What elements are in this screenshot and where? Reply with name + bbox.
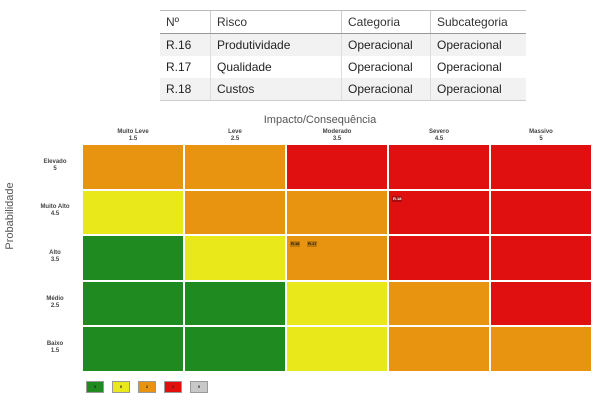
cell-subcategory: Operacional [430,78,526,101]
legend-item: 0 [86,381,104,393]
column-label: Severo [428,129,449,135]
row-header: Médio 2.5 [30,296,80,310]
matrix-cell [82,144,184,190]
row-header: Elevado 5 [30,159,80,173]
cell-subcategory: Operacional [430,33,526,56]
cell-risk: Produtividade [210,33,342,56]
column-value: 1.5 [128,136,138,142]
legend-item: 0 [112,381,130,393]
column-header: Massivo 5 [490,129,592,143]
matrix-cell [286,235,388,281]
table-row: R.18 Custos Operacional Operacional [160,78,526,101]
row-header: Baixo 1.5 [30,341,80,355]
column-label: Moderado [322,129,352,135]
matrix-cell [82,189,184,236]
table-header-row: Nº Risco Categoria Subcategoria [160,10,526,34]
matrix-cell [82,235,184,281]
column-value: 4.5 [434,136,444,142]
cell-category: Operacional [341,78,431,101]
matrix-cell [388,235,490,281]
matrix-cell [184,326,286,372]
column-header: Leve 2.5 [184,129,286,143]
y-axis-title: Probabilidade [4,182,16,250]
column-value: 3.5 [332,136,342,142]
cell-number: R.18 [160,78,211,101]
header-subcategory: Subcategoria [430,10,526,34]
risk-marker: R.16 [290,241,301,248]
column-value: 5 [539,136,543,142]
row-label: Elevado [43,158,67,165]
matrix-cell [82,326,184,372]
matrix-cell [286,189,388,236]
column-header: Severo 4.5 [388,129,490,143]
row-label: Baixo [46,341,64,348]
table-row: R.16 Produtividade Operacional Operacion… [160,33,526,56]
matrix-cell [82,280,184,327]
matrix-cell [490,235,592,281]
cell-number: R.16 [160,33,211,56]
risk-marker: R.18 [392,195,403,202]
row-value: 4.5 [50,211,60,218]
column-header: Muito Leve 1.5 [82,129,184,143]
column-header: Moderado 3.5 [286,129,388,143]
matrix-cell [286,280,388,327]
matrix-cell [490,280,592,327]
row-label: Muito Alto [40,204,70,211]
cell-risk: Custos [210,78,342,101]
column-value: 2.5 [230,136,240,142]
cell-number: R.17 [160,56,211,78]
matrix-cell [490,189,592,236]
header-number: Nº [160,10,211,34]
legend-item: 1 [164,381,182,393]
row-header: Muito Alto 4.5 [30,204,80,218]
row-value: 3.5 [50,257,60,263]
legend-item: 0 [190,381,208,393]
row-header: Alto 3.5 [30,250,80,264]
column-label: Leve [228,129,242,135]
cell-risk: Qualidade [210,56,342,78]
row-label: Alto [49,250,61,256]
risk-table: Nº Risco Categoria Subcategoria R.16 Pro… [160,10,526,101]
header-risk: Risco [210,10,342,34]
row-value: 5 [53,165,57,172]
matrix-cell [388,189,490,236]
matrix-cell [490,326,592,372]
header-category: Categoria [341,10,431,34]
column-label: Muito Leve [117,129,149,135]
matrix-cell [490,144,592,190]
matrix-cell [286,326,388,372]
row-label: Médio [46,295,64,302]
matrix-cell [286,144,388,190]
matrix-cell [388,280,490,327]
matrix-title: Impacto/Consequência [263,114,377,126]
matrix-cell [184,280,286,327]
row-value: 1.5 [50,348,60,355]
table-row: R.17 Qualidade Operacional Operacional [160,56,526,78]
legend-item: 2 [138,381,156,393]
cell-subcategory: Operacional [430,56,526,78]
matrix-cell [388,144,490,190]
row-value: 2.5 [50,302,60,309]
matrix-cell [184,144,286,190]
risk-marker: R.17 [307,241,318,248]
matrix-cell [184,189,286,236]
column-label: Massivo [529,129,553,135]
matrix-cell [388,326,490,372]
cell-category: Operacional [341,33,431,56]
cell-category: Operacional [341,56,431,78]
matrix-cell [184,235,286,281]
